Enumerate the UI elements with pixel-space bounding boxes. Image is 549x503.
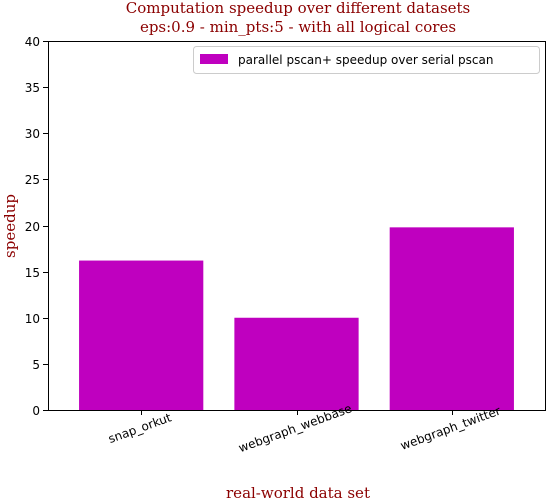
bar-webgraph-webbase — [234, 318, 358, 410]
y-tick-label: 35 — [25, 81, 40, 95]
y-tick-label: 15 — [25, 266, 40, 280]
y-tick-label: 5 — [32, 358, 40, 372]
chart-title: Computation speedup over different datas… — [126, 0, 471, 17]
bars-layer — [79, 227, 514, 410]
x-axis-label: real-world data set — [226, 484, 370, 502]
y-tick-label: 0 — [32, 404, 40, 418]
y-axis-label: speedup — [1, 194, 19, 258]
y-tick-label: 25 — [25, 173, 40, 187]
y-tick-label: 40 — [25, 35, 40, 49]
bar-snap-orkut — [79, 261, 203, 410]
chart-subtitle: eps:0.9 - min_pts:5 - with all logical c… — [140, 18, 456, 36]
y-tick-label: 10 — [25, 312, 40, 326]
legend: parallel pscan+ speedup over serial psca… — [194, 47, 540, 74]
bar-webgraph-twitter — [390, 227, 514, 410]
y-axis-ticks: 0 5 10 15 20 25 30 35 40 — [25, 35, 48, 418]
legend-swatch — [200, 54, 228, 64]
legend-label: parallel pscan+ speedup over serial psca… — [238, 53, 493, 67]
y-tick-label: 30 — [25, 127, 40, 141]
x-tick-label: snap_orkut — [106, 410, 173, 446]
y-tick-label: 20 — [25, 220, 40, 234]
